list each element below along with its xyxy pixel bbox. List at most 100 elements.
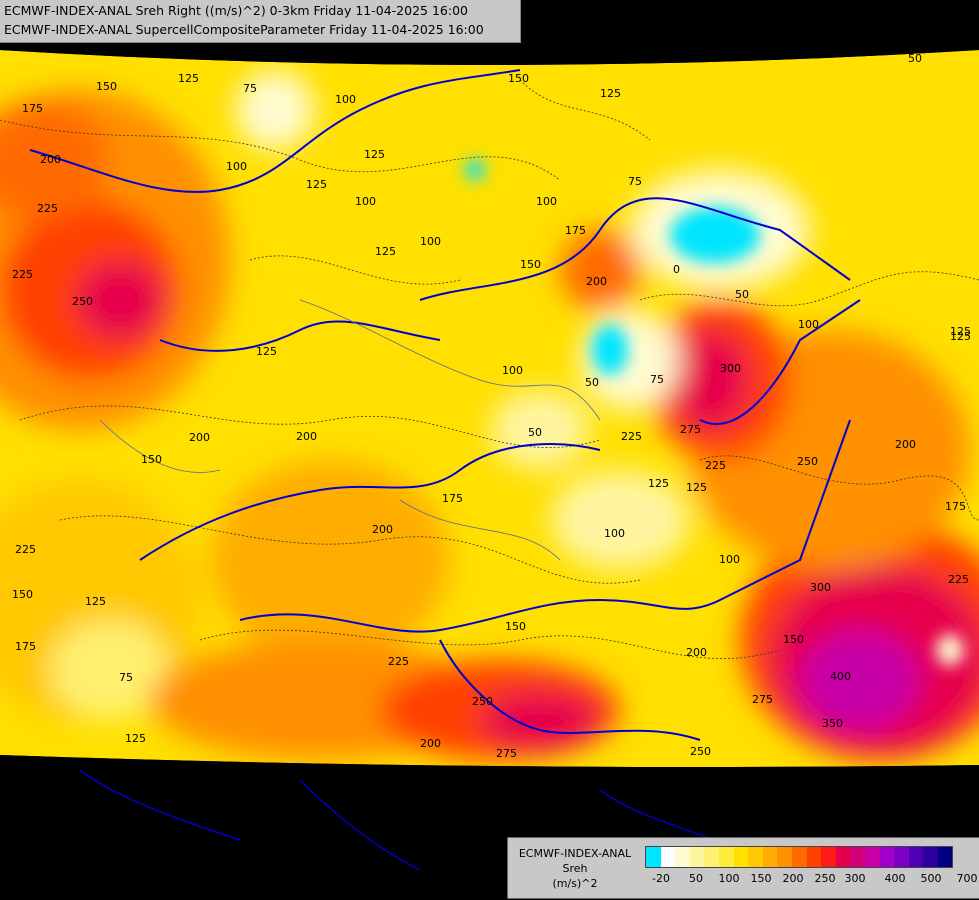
contour-label: 225 xyxy=(948,573,969,586)
contour-label: 225 xyxy=(15,543,36,556)
contour-label: 50 xyxy=(528,426,542,439)
contour-label: 300 xyxy=(810,581,831,594)
contour-label: 150 xyxy=(505,620,526,633)
contour-label: 125 xyxy=(178,72,199,85)
legend-color-bar xyxy=(645,846,954,868)
contour-label: 50 xyxy=(908,52,922,65)
contour-labels: 50 150 125 75 100 150 125 175 200 225 100 125 100 125… xyxy=(12,52,971,760)
contour-label: 100 xyxy=(420,235,441,248)
contour-label: 175 xyxy=(15,640,36,653)
legend-tick-labels: -20 50 100 150 200 250 300 400 500 700 xyxy=(645,872,978,888)
legend-tick-label: 100 xyxy=(718,872,740,885)
legend-swatch xyxy=(733,847,749,867)
legend-swatch xyxy=(821,847,836,867)
contour-label: 125 xyxy=(648,477,669,490)
title-line-1: ECMWF-INDEX-ANAL Sreh Right ((m/s)^2) 0-… xyxy=(4,3,468,18)
legend-swatch xyxy=(675,847,690,867)
contour-label: 200 xyxy=(420,737,441,750)
contour-label: 100 xyxy=(355,195,376,208)
legend-tick-label: 400 xyxy=(884,872,906,885)
contour-label: 150 xyxy=(783,633,804,646)
legend-tick-label: -20 xyxy=(652,872,670,885)
contour-label: 225 xyxy=(12,268,33,281)
contour-label: 50 xyxy=(585,376,599,389)
legend-swatch xyxy=(646,847,661,867)
contour-label: 125 xyxy=(364,148,385,161)
legend-tick-label: 50 xyxy=(689,872,703,885)
contour-lines xyxy=(0,79,979,659)
contour-label: 225 xyxy=(388,655,409,668)
legend-caption-model: ECMWF-INDEX-ANAL xyxy=(518,847,632,860)
contour-label: 75 xyxy=(243,82,257,95)
contour-label: 200 xyxy=(40,153,61,166)
sreh-color-field xyxy=(0,50,979,768)
legend-swatch xyxy=(850,847,865,867)
legend-tick-label: 500 xyxy=(920,872,942,885)
contour-label: 125 xyxy=(600,87,621,100)
contour-label: 300 xyxy=(720,362,741,375)
contour-label: 225 xyxy=(621,430,642,443)
legend-swatch xyxy=(879,847,895,867)
legend-tick-label: 700 xyxy=(956,872,978,885)
legend-swatch xyxy=(806,847,822,867)
contour-label: 0 xyxy=(673,263,680,276)
legend-swatch xyxy=(689,847,705,867)
contour-label: 200 xyxy=(372,523,393,536)
contour-label: 225 xyxy=(705,459,726,472)
title-line-2: ECMWF-INDEX-ANAL SupercellCompositeParam… xyxy=(4,22,484,37)
contour-label: 150 xyxy=(12,588,33,601)
contour-label: 175 xyxy=(945,500,966,513)
legend-tick-label: 250 xyxy=(814,872,836,885)
contour-label: 125 xyxy=(125,732,146,745)
contour-label: 125 xyxy=(85,595,106,608)
legend-caption: ECMWF-INDEX-ANAL Sreh (m/s)^2 xyxy=(508,846,642,891)
legend-swatch xyxy=(762,847,778,867)
contour-label: 200 xyxy=(686,646,707,659)
legend-tick-label: 300 xyxy=(844,872,866,885)
legend-tick-label: 150 xyxy=(750,872,772,885)
contour-label: 100 xyxy=(502,364,523,377)
contour-label: 250 xyxy=(690,745,711,758)
contour-label: 150 xyxy=(520,258,541,271)
legend-swatch xyxy=(704,847,719,867)
contour-label: 100 xyxy=(226,160,247,173)
contour-label: 175 xyxy=(442,492,463,505)
contour-label: 200 xyxy=(189,431,210,444)
contour-label: 150 xyxy=(508,72,529,85)
legend-swatch xyxy=(894,847,909,867)
legend-swatch xyxy=(908,847,924,867)
contour-label: 150 xyxy=(96,80,117,93)
contour-label: 50 xyxy=(735,288,749,301)
rivers xyxy=(99,299,601,561)
contour-label: 175 xyxy=(565,224,586,237)
contour-label: 250 xyxy=(472,695,493,708)
legend-swatch xyxy=(864,847,880,867)
contour-label: 100 xyxy=(719,553,740,566)
contour-label: 125 xyxy=(375,245,396,258)
contour-label: 275 xyxy=(752,693,773,706)
legend-swatch xyxy=(937,847,953,867)
map-title-box: ECMWF-INDEX-ANAL Sreh Right ((m/s)^2) 0-… xyxy=(0,0,521,43)
contour-label: 75 xyxy=(628,175,642,188)
legend-swatch xyxy=(718,847,734,867)
legend-caption-unit: (m/s)^2 xyxy=(552,877,598,890)
contour-label: 125 xyxy=(950,325,971,338)
contour-label: 175 xyxy=(22,102,43,115)
contour-label: 200 xyxy=(586,275,607,288)
contour-label: 100 xyxy=(604,527,625,540)
contour-label: 200 xyxy=(895,438,916,451)
contour-label: 75 xyxy=(650,373,664,386)
legend-swatch xyxy=(791,847,807,867)
contour-label: 125 xyxy=(950,330,971,343)
color-legend: ECMWF-INDEX-ANAL Sreh (m/s)^2 -20 50 100 15… xyxy=(507,837,979,899)
contour-label: 100 xyxy=(798,318,819,331)
contour-label: 275 xyxy=(680,423,701,436)
contour-label: 350 xyxy=(822,717,843,730)
contour-label: 400 xyxy=(830,670,851,683)
contour-label: 150 xyxy=(141,453,162,466)
contour-label: 125 xyxy=(306,178,327,191)
legend-swatch xyxy=(748,847,763,867)
legend-tick-label: 200 xyxy=(782,872,804,885)
legend-swatch xyxy=(835,847,851,867)
